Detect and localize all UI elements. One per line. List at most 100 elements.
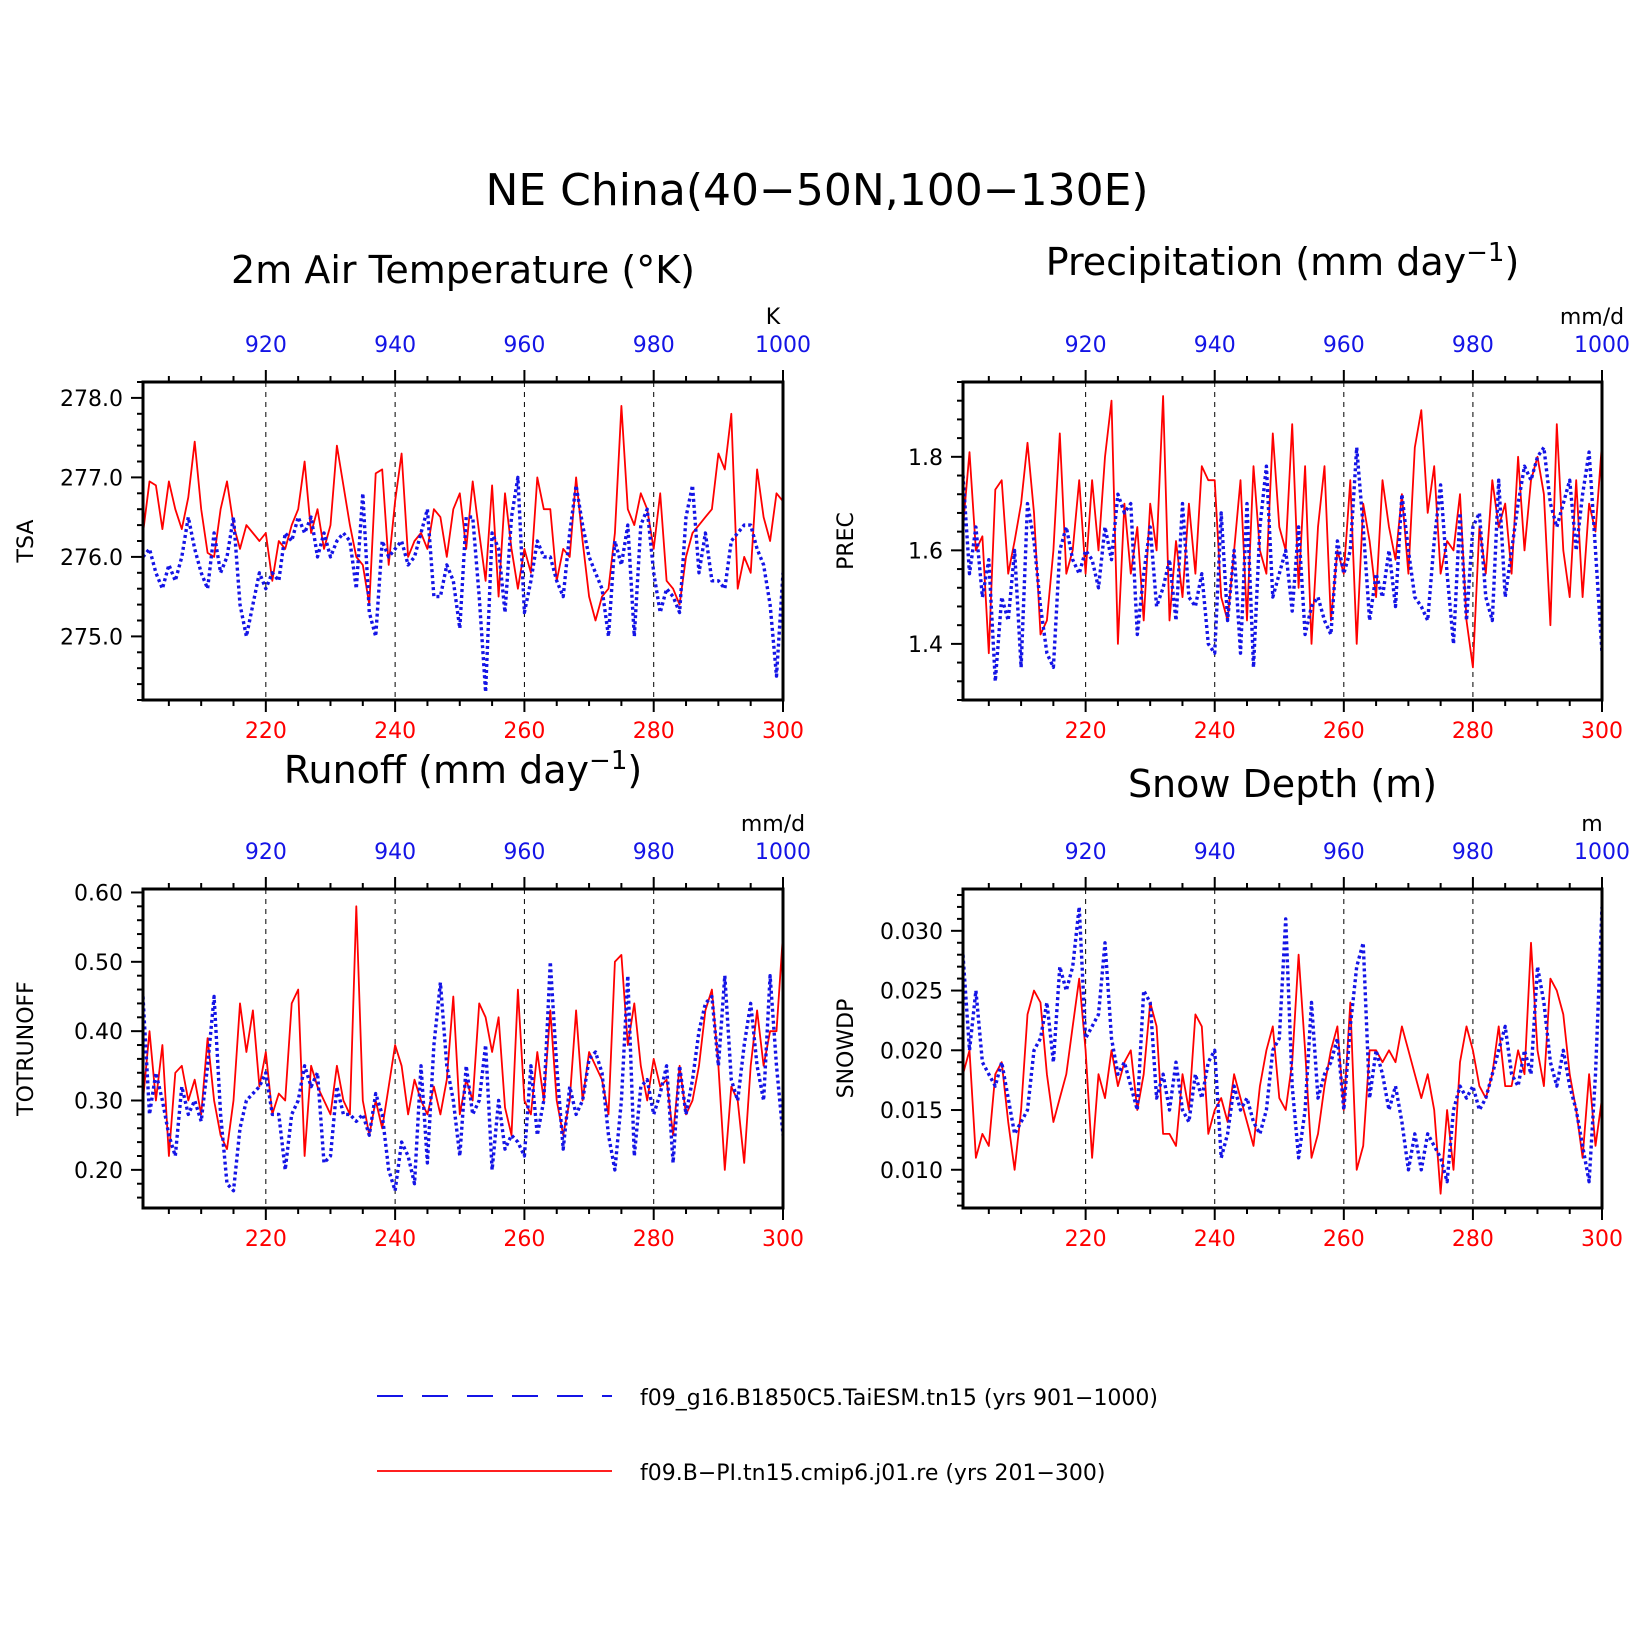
y-axis-label: TOTRUNOFF xyxy=(14,981,39,1117)
y-tick-label: 276.0 xyxy=(60,546,123,571)
legend-label: f09.B−PI.tn15.cmip6.j01.re (yrs 201−300) xyxy=(640,1461,1105,1486)
chart-panel-4: Snow Depth (m) 220 240 260 280 300 920 940 960 98… xyxy=(834,762,1630,1252)
x-tick-label-bottom: 260 xyxy=(1323,1227,1365,1252)
chart-title-text: 2m Air Temperature (°K) xyxy=(231,248,695,292)
plot-frame xyxy=(961,887,1604,1210)
series-line-a xyxy=(143,960,783,1193)
x-tick-label-bottom: 280 xyxy=(1452,1227,1494,1252)
y-axis-label: PREC xyxy=(834,512,859,570)
x-tick-label-bottom: 220 xyxy=(245,719,287,744)
x-tick-label-bottom: 220 xyxy=(1065,719,1107,744)
figure-title: NE China(40−50N,100−130E) xyxy=(485,165,1148,216)
series-line-b xyxy=(963,941,1602,1195)
x-tick-label-top: 980 xyxy=(633,333,675,358)
chart-title: Runoff (mm day−1) xyxy=(284,746,642,792)
x-tick-label-bottom: 300 xyxy=(762,1227,804,1252)
x-tick-label-top: 940 xyxy=(1194,840,1236,865)
y-tick-label: 0.50 xyxy=(74,951,123,976)
x-tick-label-bottom: 220 xyxy=(1065,1227,1107,1252)
x-tick-label-top: 1000 xyxy=(1574,333,1630,358)
x-tick-label-bottom: 240 xyxy=(1194,719,1236,744)
legend-entry: f09_g16.B1850C5.TaiESM.tn15 (yrs 901−100… xyxy=(377,1386,1158,1411)
y-tick-label: 0.015 xyxy=(880,1099,943,1124)
x-tick-label-bottom: 240 xyxy=(1194,1227,1236,1252)
series-line-a xyxy=(963,905,1602,1184)
legend-entry: f09.B−PI.tn15.cmip6.j01.re (yrs 201−300) xyxy=(377,1461,1105,1486)
x-tick-label-top: 1000 xyxy=(755,333,811,358)
y-tick-label: 0.030 xyxy=(880,920,943,945)
y-tick-label: 277.0 xyxy=(60,466,123,491)
x-tick-label-top: 960 xyxy=(1323,333,1365,358)
units-label: mm/d xyxy=(741,812,805,837)
x-tick-label-bottom: 280 xyxy=(1452,719,1494,744)
x-tick-label-top: 960 xyxy=(1323,840,1365,865)
y-tick-label: 1.6 xyxy=(908,539,943,564)
plot-frame xyxy=(961,380,1604,702)
x-tick-label-top: 980 xyxy=(633,840,675,865)
y-tick-label: 275.0 xyxy=(60,625,123,650)
x-tick-label-top: 1000 xyxy=(1574,840,1630,865)
chart-title-exponent: −1 xyxy=(589,746,627,776)
chart-title-text: Snow Depth (m) xyxy=(1128,762,1437,806)
units-label: K xyxy=(766,305,781,330)
x-tick-label-bottom: 220 xyxy=(245,1227,287,1252)
x-tick-label-top: 1000 xyxy=(755,840,811,865)
chart-title-text: Runoff (mm day xyxy=(284,748,589,792)
x-tick-label-top: 960 xyxy=(503,333,545,358)
units-label: m xyxy=(1581,812,1602,837)
y-tick-label: 0.40 xyxy=(74,1020,123,1045)
plot-frame xyxy=(141,887,785,1210)
y-tick-label: 0.30 xyxy=(74,1090,123,1115)
chart-title: Precipitation (mm day−1) xyxy=(1046,238,1520,284)
x-tick-label-bottom: 260 xyxy=(503,1227,545,1252)
y-tick-label: 0.010 xyxy=(880,1159,943,1184)
chart-title-close: ) xyxy=(627,748,642,792)
plot-frame xyxy=(141,380,785,702)
chart-title-exponent: −1 xyxy=(1466,238,1504,268)
x-tick-label-bottom: 240 xyxy=(374,719,416,744)
y-tick-label: 0.020 xyxy=(880,1039,943,1064)
legend: f09_g16.B1850C5.TaiESM.tn15 (yrs 901−100… xyxy=(377,1386,1158,1486)
y-tick-label: 278.0 xyxy=(60,387,123,412)
chart-panel-3: Runoff (mm day−1) 220 240 260 280 300 920 940 96… xyxy=(14,746,811,1252)
series-line-b xyxy=(143,404,783,622)
x-tick-label-top: 920 xyxy=(1065,333,1107,358)
x-tick-label-top: 920 xyxy=(1065,840,1107,865)
y-axis-label: SNOWDP xyxy=(834,999,859,1099)
units-label: mm/d xyxy=(1560,305,1624,330)
series-line-a xyxy=(143,475,783,694)
series-line-a xyxy=(963,445,1602,683)
x-tick-label-top: 940 xyxy=(374,333,416,358)
x-tick-label-top: 980 xyxy=(1452,333,1494,358)
y-tick-label: 0.20 xyxy=(74,1159,123,1184)
x-tick-label-top: 980 xyxy=(1452,840,1494,865)
y-axis-label: TSA xyxy=(14,520,39,564)
x-tick-label-bottom: 280 xyxy=(633,1227,675,1252)
chart-title-text: Precipitation (mm day xyxy=(1046,240,1466,284)
x-tick-label-top: 920 xyxy=(245,840,287,865)
x-tick-label-bottom: 260 xyxy=(503,719,545,744)
chart-title: Snow Depth (m) xyxy=(1128,762,1437,806)
chart-title-close: ) xyxy=(1504,240,1519,284)
x-tick-label-bottom: 260 xyxy=(1323,719,1365,744)
legend-label: f09_g16.B1850C5.TaiESM.tn15 (yrs 901−100… xyxy=(640,1386,1158,1411)
x-tick-label-bottom: 280 xyxy=(633,719,675,744)
chart-title: 2m Air Temperature (°K) xyxy=(231,248,695,292)
x-tick-label-top: 920 xyxy=(245,333,287,358)
x-tick-label-bottom: 300 xyxy=(1581,719,1623,744)
chart-panels: 2m Air Temperature (°K) 220 240 260 280 300 92… xyxy=(14,238,1630,1252)
y-tick-label: 1.4 xyxy=(908,633,943,658)
x-tick-label-bottom: 300 xyxy=(1581,1227,1623,1252)
y-tick-label: 0.025 xyxy=(880,980,943,1005)
x-tick-label-top: 940 xyxy=(1194,333,1236,358)
y-tick-label: 0.60 xyxy=(74,881,123,906)
chart-panel-2: Precipitation (mm day−1) 220 240 260 280 300 9… xyxy=(834,238,1630,744)
x-tick-label-top: 960 xyxy=(503,840,545,865)
chart-panel-1: 2m Air Temperature (°K) 220 240 260 280 300 92… xyxy=(14,248,811,744)
x-tick-label-bottom: 240 xyxy=(374,1227,416,1252)
x-tick-label-bottom: 300 xyxy=(762,719,804,744)
series-line-b xyxy=(963,395,1602,669)
x-tick-label-top: 940 xyxy=(374,840,416,865)
y-tick-label: 1.8 xyxy=(908,446,943,471)
